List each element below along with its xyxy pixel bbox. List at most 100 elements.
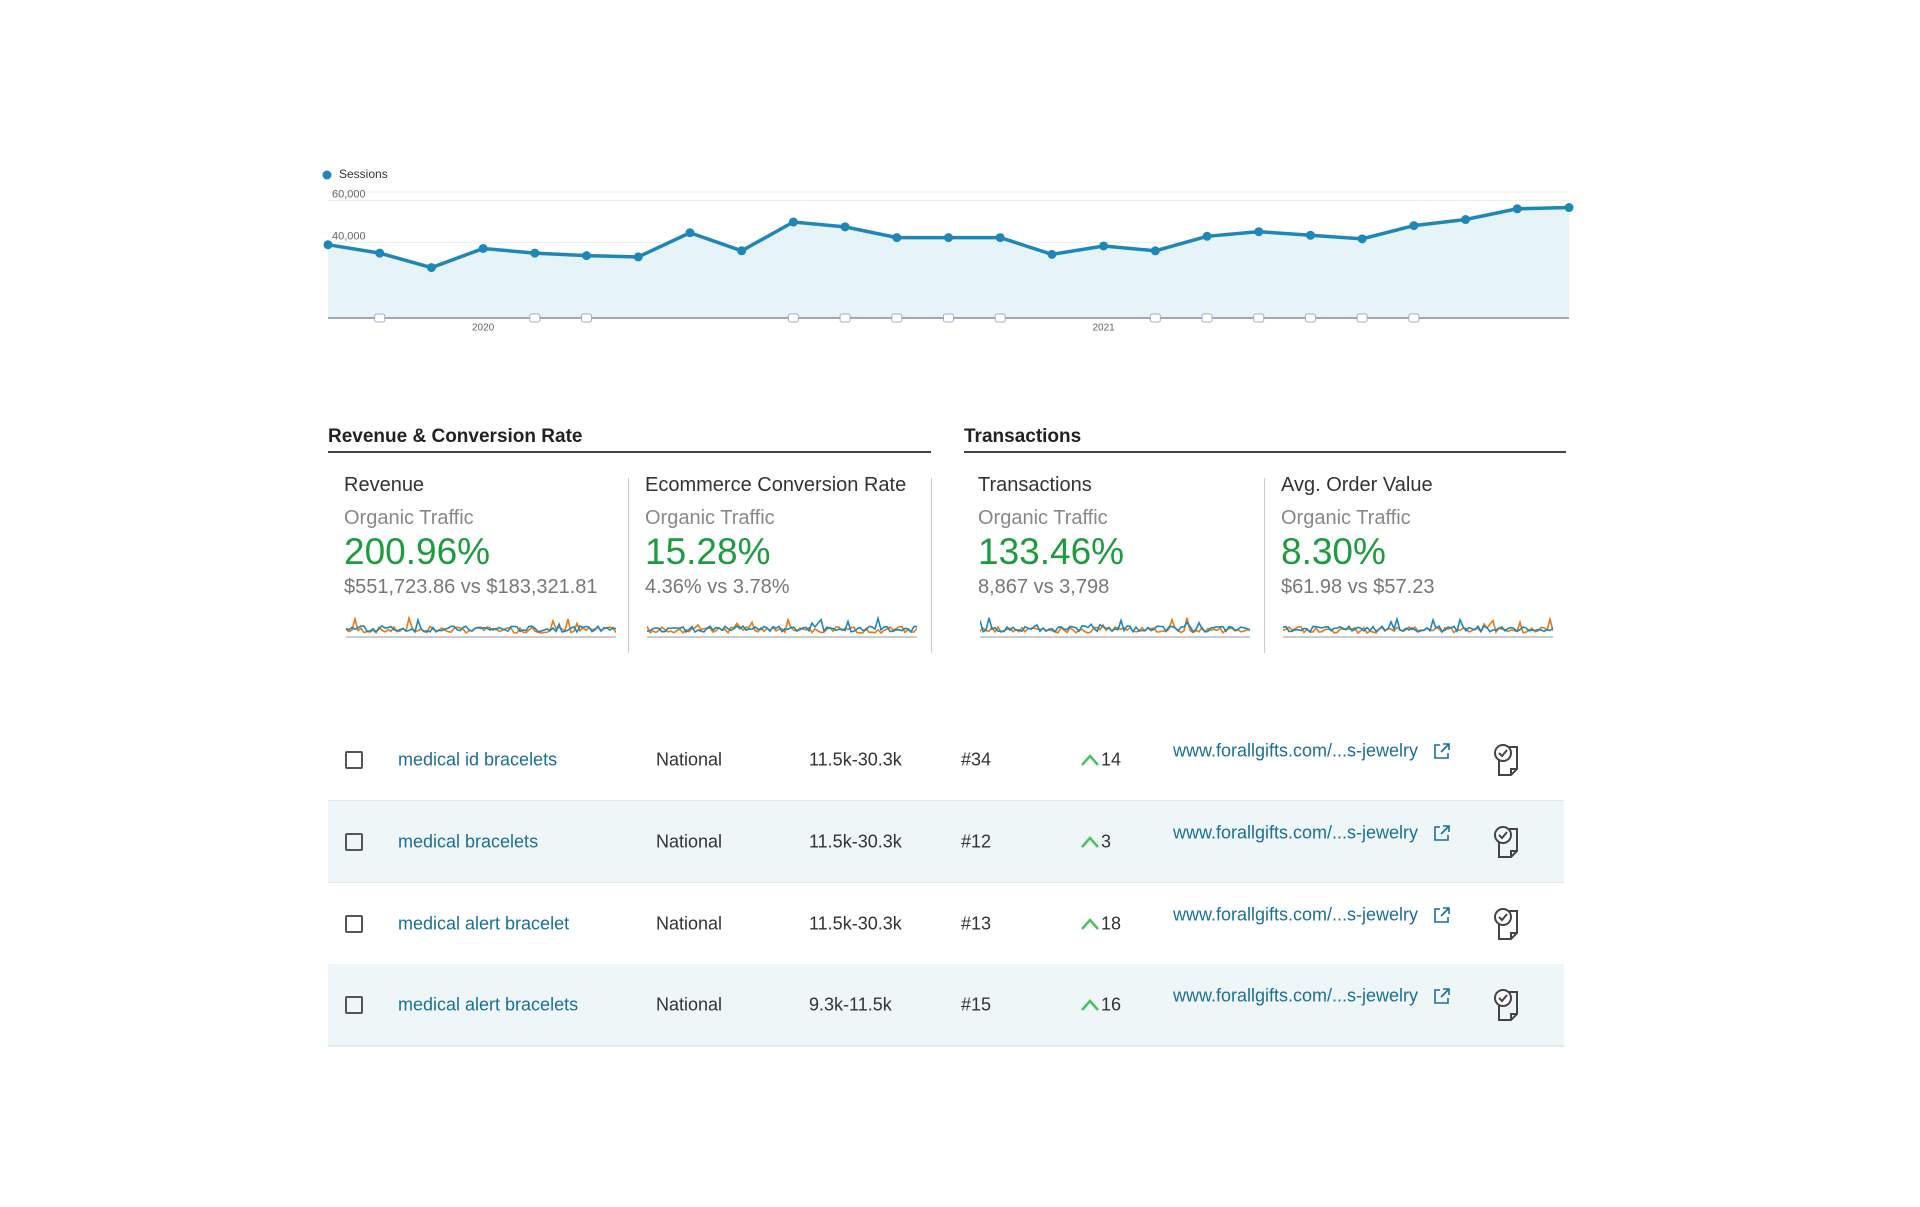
up-arrow-path <box>1081 835 1099 848</box>
checkbox[interactable] <box>345 914 363 933</box>
card-change: 15.28% <box>645 531 771 572</box>
point <box>840 222 850 232</box>
search-volume: 11.5k-30.3k <box>809 831 902 851</box>
up-arrow <box>1081 917 1099 930</box>
page-check-icon[interactable] <box>1493 988 1525 1022</box>
up-arrow <box>1081 753 1099 766</box>
location: National <box>656 831 723 851</box>
sparkline-path <box>980 617 1250 634</box>
card-comparison: $551,723.86 vs $183,321.81 <box>344 576 598 598</box>
search-volume: 9.3k-11.5k <box>809 994 892 1014</box>
page-icon-path <box>1498 745 1518 776</box>
location: National <box>656 913 723 933</box>
card-title: Transactions <box>978 474 1092 496</box>
up-arrow-path <box>1081 998 1099 1011</box>
sparkline-path <box>1283 616 1553 635</box>
check-circle <box>1494 743 1512 762</box>
card-comparison: 8,867 vs 3,798 <box>978 576 1110 598</box>
url-link[interactable]: www.forallgifts.com/...s-jewelry <box>1173 985 1419 1005</box>
annotation-icon <box>891 313 903 323</box>
card-change: 8.30% <box>1281 531 1386 572</box>
annotation-icon <box>581 313 593 323</box>
point <box>1461 215 1471 225</box>
page-check-icon[interactable] <box>1493 907 1525 941</box>
check-mark <box>1498 912 1508 921</box>
sparkline-path <box>346 615 616 634</box>
card-subtitle: Organic Traffic <box>978 507 1108 529</box>
rank: #12 <box>961 831 992 851</box>
sparkline <box>1283 616 1553 638</box>
y-tick-label: 60,000 <box>332 188 366 200</box>
rank: #15 <box>961 994 992 1014</box>
sparkline-path <box>1283 616 1553 634</box>
rank-change: 14 <box>1101 749 1122 769</box>
point <box>478 243 488 253</box>
point <box>1357 234 1367 244</box>
annotation-icon <box>529 313 541 323</box>
legend-marker <box>322 170 332 180</box>
checkbox[interactable] <box>345 832 363 851</box>
card-title: Revenue <box>344 474 425 496</box>
external-link-icon[interactable] <box>1433 906 1451 924</box>
point <box>1409 221 1419 231</box>
url-link[interactable]: www.forallgifts.com/...s-jewelry <box>1173 904 1419 924</box>
annotation-icon <box>1356 313 1368 323</box>
external-link-path <box>1434 906 1450 923</box>
keyword-link[interactable]: medical id bracelets <box>398 749 558 769</box>
page-icon-path <box>1498 990 1518 1021</box>
card-subtitle: Organic Traffic <box>1281 507 1411 529</box>
location: National <box>656 994 723 1014</box>
external-link-icon[interactable] <box>1433 824 1451 842</box>
annotation-icon <box>994 313 1006 323</box>
sparkline-path <box>647 615 917 634</box>
card-divider <box>1264 478 1265 653</box>
sparkline <box>647 615 917 638</box>
up-arrow-path <box>1081 917 1099 930</box>
sparkline-path <box>647 617 917 635</box>
table-row: medical alert bracelets National 9.3k-11.5… <box>328 964 1564 1047</box>
check-mark <box>1498 748 1508 757</box>
annotation-icon <box>374 313 386 323</box>
checkbox[interactable] <box>345 995 363 1014</box>
keyword-link[interactable]: medical alert bracelets <box>398 994 579 1014</box>
external-link-icon[interactable] <box>1433 987 1451 1005</box>
page-check-icon[interactable] <box>1493 743 1525 777</box>
annotation-icon <box>943 313 954 323</box>
card-divider <box>628 478 629 653</box>
group-underline <box>328 451 931 453</box>
point <box>633 252 643 262</box>
card-divider <box>931 478 932 653</box>
point <box>685 228 695 238</box>
point <box>1202 231 1212 241</box>
point <box>1512 204 1522 214</box>
card-title: Avg. Order Value <box>1281 474 1433 496</box>
point <box>788 217 798 227</box>
sparkline <box>980 617 1250 638</box>
point <box>1099 241 1109 251</box>
url-link[interactable]: www.forallgifts.com/...s-jewelry <box>1173 740 1419 760</box>
keyword-link[interactable]: medical bracelets <box>398 831 539 851</box>
group-title: Transactions <box>964 426 1082 447</box>
annotation-icon <box>1408 313 1420 323</box>
card-change: 133.46% <box>978 531 1125 572</box>
url-link[interactable]: www.forallgifts.com/...s-jewelry <box>1173 822 1419 842</box>
annotation-icon <box>787 313 799 323</box>
external-link-icon[interactable] <box>1433 742 1451 760</box>
check-mark <box>1498 993 1508 1002</box>
point <box>375 248 385 258</box>
keyword-link[interactable]: medical alert bracelet <box>398 913 570 933</box>
page-check-icon[interactable] <box>1493 825 1525 859</box>
annotation-icon <box>1201 313 1213 323</box>
card-comparison: $61.98 vs $57.23 <box>1281 576 1435 598</box>
card-change: 200.96% <box>344 531 491 572</box>
table-row: medical bracelets National 11.5k-30.3k #12 3… <box>328 801 1564 884</box>
page-icon-path <box>1498 827 1518 858</box>
search-volume: 11.5k-30.3k <box>809 913 902 933</box>
up-arrow-path <box>1081 753 1099 766</box>
point <box>426 263 436 273</box>
up-arrow <box>1081 835 1099 848</box>
point <box>582 251 592 261</box>
checkbox[interactable] <box>345 750 363 769</box>
sparkline-path <box>346 617 616 634</box>
